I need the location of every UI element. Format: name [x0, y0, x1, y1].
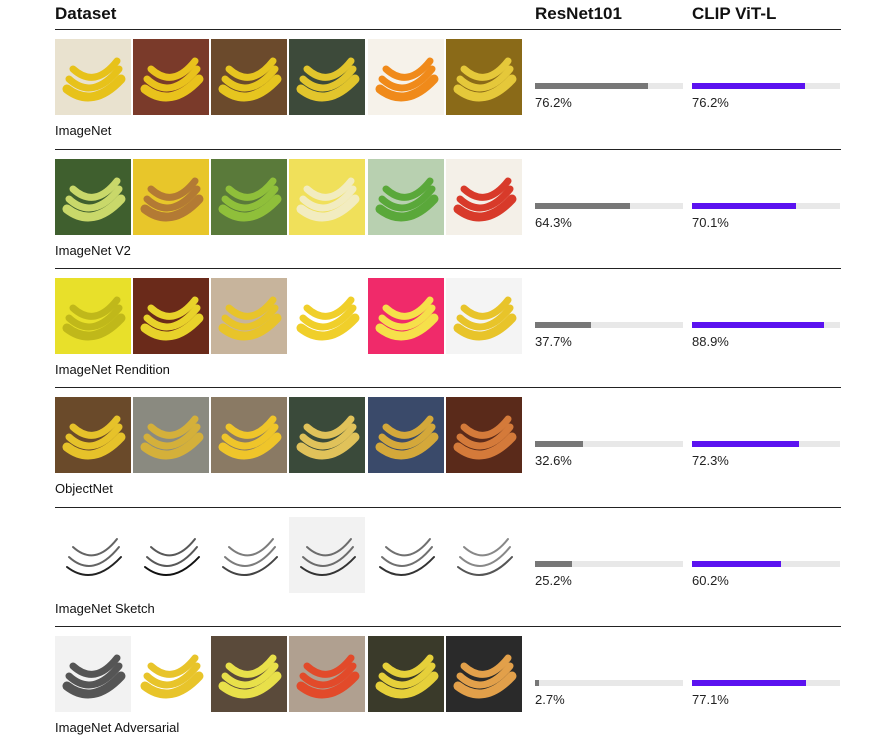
- banana-plate-icon: [133, 636, 209, 712]
- resnet-bar-track: [535, 322, 683, 328]
- banana-bunch-icon: [211, 39, 287, 115]
- thumbnail-strip: [55, 39, 525, 115]
- dataset-column-header: Dataset: [55, 4, 117, 23]
- resnet-value-label: 64.3%: [535, 215, 572, 230]
- ripe-banana-icon: [133, 397, 209, 473]
- resnet-value-label: 76.2%: [535, 95, 572, 110]
- clip-bar-track: [692, 561, 840, 567]
- clip-bar: [692, 83, 805, 89]
- resnet-bar: [535, 561, 573, 567]
- clip-bar-track: [692, 322, 840, 328]
- dataset-name: ImageNet V2: [55, 243, 131, 258]
- dataset-name: ImageNet Adversarial: [55, 720, 180, 735]
- row-divider: [55, 507, 841, 508]
- smoothie-glass-icon: [133, 159, 209, 235]
- row-divider: [55, 626, 841, 627]
- toy-fruits-icon: [133, 278, 209, 354]
- clip-bar-track: [692, 441, 840, 447]
- clip-bar-track: [692, 203, 840, 209]
- dataset-row: ImageNet V2 64.3% 70.1%: [55, 150, 841, 269]
- peeled-banana-icon: [368, 278, 444, 354]
- hand-holding-banana-icon: [289, 397, 365, 473]
- green-banana-bunch-icon: [211, 159, 287, 235]
- resnet-bar: [535, 680, 539, 686]
- banana-bunch-icon: [55, 39, 131, 115]
- banana-plate-icon: [289, 636, 365, 712]
- drawn-banana-icon: [211, 278, 287, 354]
- row-divider: [55, 149, 841, 150]
- banana-pile-icon: [446, 39, 522, 115]
- resnet-bar: [535, 441, 584, 447]
- banana-tree-icon: [55, 159, 131, 235]
- clip-bar: [692, 680, 807, 686]
- clip-bar-track: [692, 680, 840, 686]
- resnet-value-label: 2.7%: [535, 692, 565, 707]
- clip-value-label: 60.2%: [692, 573, 729, 588]
- dataset-row: ImageNet 76.2% 76.2%: [55, 30, 841, 149]
- dataset-row: ImageNet Rendition 37.7% 88.9%: [55, 269, 841, 388]
- thumbnail-strip: [55, 517, 525, 593]
- dataset-name: ObjectNet: [55, 481, 113, 496]
- resnet-value-label: 32.6%: [535, 453, 572, 468]
- fruit-bowl-icon: [446, 159, 522, 235]
- sketch-banana-icon: [133, 517, 209, 593]
- clip-value-label: 72.3%: [692, 453, 729, 468]
- resnet-bar-track: [535, 680, 683, 686]
- resnet-bar-track: [535, 203, 683, 209]
- clip-value-label: 76.2%: [692, 95, 729, 110]
- resnet-bar: [535, 83, 648, 89]
- clip-bar: [692, 441, 799, 447]
- clip-bar-track: [692, 83, 840, 89]
- banana-bunch-icon: [289, 278, 365, 354]
- green-banana-bunch-icon: [368, 159, 444, 235]
- photo-frame-icon: [55, 636, 131, 712]
- resnet-bar: [535, 322, 591, 328]
- clip-bar: [692, 203, 796, 209]
- sketch-bunch-icon: [55, 517, 131, 593]
- clip-value-label: 88.9%: [692, 334, 729, 349]
- market-stall-icon: [289, 39, 365, 115]
- fruit-basket-icon: [133, 39, 209, 115]
- dataset-name: ImageNet Rendition: [55, 362, 170, 377]
- thumbnail-strip: [55, 636, 525, 712]
- resnet-bar-track: [535, 441, 683, 447]
- dataset-row: ObjectNet 32.6% 72.3%: [55, 388, 841, 507]
- dataset-row: ImageNet Sketch 25.2% 60.2%: [55, 508, 841, 627]
- banana-on-chair-icon: [55, 397, 131, 473]
- resnet-bar-track: [535, 561, 683, 567]
- resnet-bar: [535, 203, 631, 209]
- sketch-bunch-icon: [446, 517, 522, 593]
- clip-bar: [692, 561, 782, 567]
- resnet-column-header: ResNet101: [535, 4, 622, 23]
- banana-on-rug-icon: [368, 397, 444, 473]
- clip-value-label: 77.1%: [692, 692, 729, 707]
- cartoon-face-icon: [55, 278, 131, 354]
- row-divider: [55, 268, 841, 269]
- sketch-bunch-icon: [289, 517, 365, 593]
- fruit-mix-icon: [368, 39, 444, 115]
- clip-bar: [692, 322, 824, 328]
- peeled-banana-icon: [289, 159, 365, 235]
- resnet-value-label: 25.2%: [535, 573, 572, 588]
- clip-column-header: CLIP ViT-L: [692, 4, 777, 23]
- sketch-peeled-icon: [368, 517, 444, 593]
- dataset-row: ImageNet Adversarial 2.7% 77.1%: [55, 627, 841, 746]
- header-rule: [55, 29, 841, 30]
- banana-on-tiles-icon: [446, 397, 522, 473]
- thumbnail-strip: [55, 159, 525, 235]
- sticker-banana-icon: [446, 278, 522, 354]
- thumbnail-strip: [55, 278, 525, 354]
- thumbnail-strip: [55, 397, 525, 473]
- row-divider: [55, 387, 841, 388]
- banana-on-table-icon: [211, 636, 287, 712]
- sketch-banana-icon: [211, 517, 287, 593]
- building-at-night-icon: [446, 636, 522, 712]
- resnet-value-label: 37.7%: [535, 334, 572, 349]
- resnet-bar-track: [535, 83, 683, 89]
- clip-value-label: 70.1%: [692, 215, 729, 230]
- dataset-name: ImageNet: [55, 123, 112, 138]
- hand-holding-banana-icon: [211, 397, 287, 473]
- dataset-name: ImageNet Sketch: [55, 601, 155, 616]
- wall-with-papers-icon: [368, 636, 444, 712]
